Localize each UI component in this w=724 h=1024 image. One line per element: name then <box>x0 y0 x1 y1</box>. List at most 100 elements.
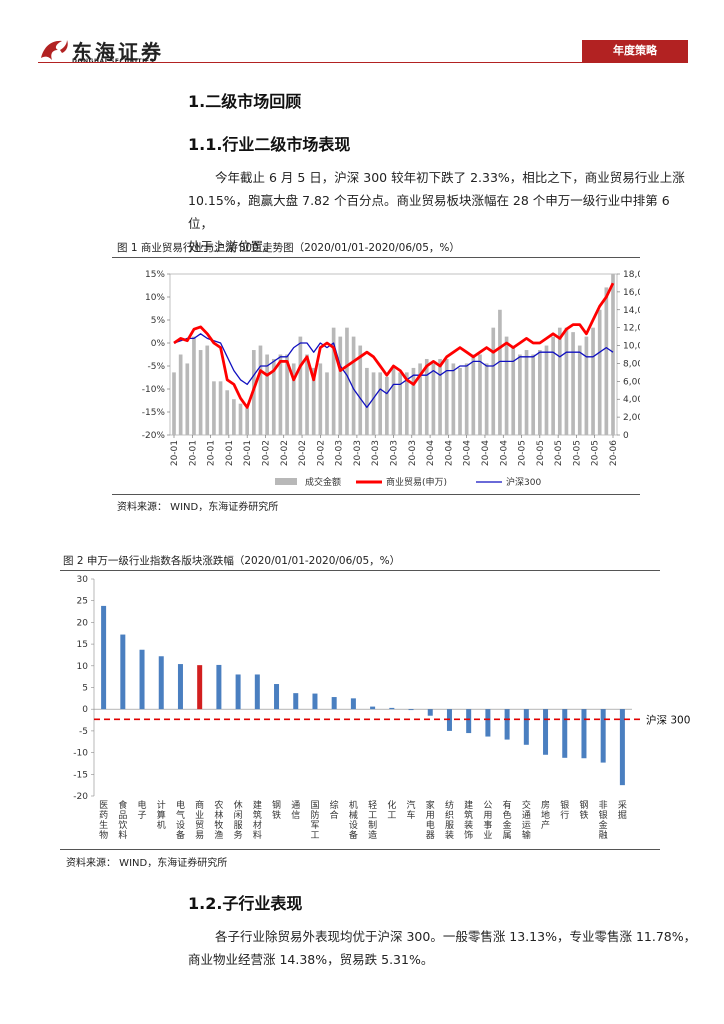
industry-bar <box>331 697 337 710</box>
y-right-tick-label: 12,000 <box>623 324 640 334</box>
volume-bar <box>258 345 263 435</box>
volume-bar <box>604 287 609 435</box>
industry-bar <box>350 698 356 710</box>
y-right-tick-label: 6,000 <box>623 377 640 387</box>
industry-bar <box>101 605 107 710</box>
industry-bar <box>197 665 203 710</box>
volume-bar <box>518 354 522 435</box>
y-left-tick-label: -10% <box>142 385 166 395</box>
industry-bar <box>466 709 472 734</box>
volume-bar <box>458 367 462 435</box>
y-tick-label: 30 <box>77 575 89 585</box>
volume-bar <box>531 354 536 435</box>
y-tick-label: 0 <box>82 705 88 715</box>
volume-bar <box>351 336 356 435</box>
volume-bar <box>178 354 183 435</box>
category-label: 食品饮料 <box>118 799 127 841</box>
category-label: 公用事业 <box>483 800 492 841</box>
volume-bar <box>365 367 369 435</box>
volume-bar <box>411 367 416 435</box>
industry-bar <box>581 709 587 759</box>
category-label: 纺织服装 <box>445 799 454 841</box>
subsection-title-2: 1.2.子行业表现 <box>188 894 303 913</box>
category-label: 机械设备 <box>349 799 358 841</box>
y-tick-label: -15 <box>73 770 88 780</box>
logo-en-text: DONGHAI SECURITIES <box>72 58 154 65</box>
industry-bar <box>120 634 126 710</box>
volume-bar <box>557 327 562 435</box>
volume-bar <box>205 345 210 435</box>
figure2-source: 资料来源： WIND，东海证券研究所 <box>66 858 228 869</box>
figure1-bottom-rule <box>112 494 640 495</box>
paragraph-line: 商业物业经营涨 14.38%，贸易跌 5.31%。 <box>188 952 434 967</box>
dragon-logo-icon <box>41 40 68 60</box>
volume-bar <box>192 336 196 435</box>
sw-industry-returns-chart: 30 25 20 15 10 5 0 -5 -10 -15 -20 医药生物 食品饮料 电子 计算机 电气设备… <box>73 575 690 841</box>
volume-bar <box>484 363 489 435</box>
volume-bar <box>451 363 456 435</box>
volume-bar <box>245 408 249 435</box>
category-label: 电子 <box>138 799 147 821</box>
y-right-tick-label: 16,000 <box>623 288 640 298</box>
category-label: 化工 <box>387 799 396 821</box>
legend-label: 商业贸易(申万) <box>386 476 447 488</box>
category-label: 钢铁 <box>272 799 281 821</box>
volume-bar <box>404 372 409 435</box>
industry-bar <box>158 656 164 710</box>
logo-cn-text: 东海证券 <box>72 40 164 64</box>
x-tick-label: 20-01 <box>225 440 235 466</box>
y-tick-label: -20 <box>73 792 88 802</box>
volume-bar <box>471 354 476 435</box>
category-label: 商业贸易 <box>195 799 204 841</box>
figure2-caption: 图 2 申万一级行业指数各版块涨跌幅（2020/01/01-2020/06/05… <box>63 555 401 567</box>
volume-bar <box>597 309 602 435</box>
volume-bar <box>591 327 595 435</box>
figure1-source: 资料来源： WIND，东海证券研究所 <box>117 502 279 513</box>
industry-bar <box>389 707 395 710</box>
y-tick-label: 15 <box>77 640 88 650</box>
industry-vs-hs300-chart: 15% 10% 5% 0% -5% -10% -15% -20% 18,000 16,000 14,… <box>142 270 640 488</box>
y-tick-label: 25 <box>77 597 88 607</box>
volume-bar <box>464 363 469 435</box>
y-tick-label: 10 <box>77 662 89 672</box>
figure1-top-rule <box>112 257 640 258</box>
volume-bar <box>538 350 542 435</box>
x-tick-label: 20-05 <box>518 440 528 466</box>
category-label: 农林牧渔 <box>214 799 223 841</box>
volume-bar <box>418 363 422 435</box>
figure2-top-rule <box>60 570 660 571</box>
industry-bar <box>504 709 510 740</box>
volume-bar <box>265 354 269 435</box>
reference-line-label: 沪深 300 <box>646 713 690 726</box>
section2-paragraph: 各子行业除贸易外表现均优于沪深 300。一般零售涨 13.13%，专业零售涨 1… <box>188 925 703 971</box>
volume-bar <box>358 345 363 435</box>
volume-bar <box>371 372 376 435</box>
paragraph-line: 今年截止 6 月 5 日，沪深 300 较年初下跌了 2.33%，相比之下，商业… <box>215 170 685 185</box>
volume-bar <box>305 354 309 435</box>
volume-bar <box>438 358 442 435</box>
volume-bar <box>551 336 555 435</box>
y-right-tick-label: 10,000 <box>623 342 640 352</box>
report-type-tag: 年度策略 <box>582 40 688 62</box>
volume-bar <box>444 358 449 435</box>
volume-bar <box>424 358 429 435</box>
y-left-tick-label: -5% <box>147 362 165 372</box>
x-tick-label: 20-04 <box>463 440 473 466</box>
x-tick-label: 20-03 <box>335 440 345 466</box>
x-tick-label: 20-02 <box>316 440 326 466</box>
y-left-tick-label: 10% <box>145 293 165 303</box>
volume-bar <box>584 336 589 435</box>
industry-bar <box>427 709 433 716</box>
volume-bar <box>271 358 276 435</box>
y-right-tick-label: 4,000 <box>623 395 640 405</box>
y-tick-label: -10 <box>73 749 88 759</box>
y-right-tick-label: 2,000 <box>623 413 640 423</box>
category-label: 房地产 <box>541 799 550 831</box>
category-label: 医药生物 <box>99 800 108 841</box>
series-line-trade <box>173 282 615 409</box>
x-tick-label: 20-03 <box>390 440 400 466</box>
volume-bar <box>311 367 316 435</box>
paragraph-line: 各子行业除贸易外表现均优于沪深 300。一般零售涨 13.13%，专业零售涨 1… <box>215 929 697 944</box>
category-label: 采掘 <box>618 800 627 821</box>
industry-bar <box>235 674 241 710</box>
